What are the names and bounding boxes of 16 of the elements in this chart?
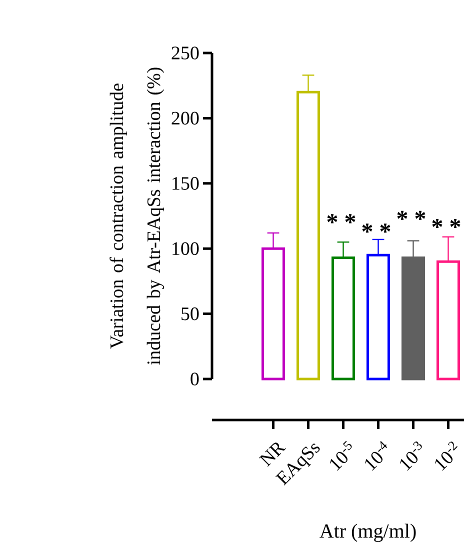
y-tick-label: 250 — [172, 46, 199, 60]
y-axis-title: Variation of contraction amplitude induced by Atr-EAqSs interaction (%) — [110, 68, 164, 365]
annotation: * * — [432, 218, 460, 228]
annotation: * * — [397, 210, 426, 220]
y-tick-label: 50 — [182, 307, 199, 320]
y-tick-label: 150 — [172, 177, 199, 190]
x-tick-label: 10$^{-3}$ — [400, 442, 422, 471]
x-tick-label: 10$^{-4}$ — [365, 441, 388, 471]
x-tick-label: 10$^{-5}$ — [330, 440, 352, 471]
x-tick-label: 10$^{-2}$ — [435, 442, 458, 471]
y-tick-label: 200 — [172, 112, 199, 125]
y-tick-label: 100 — [172, 242, 199, 256]
annotation: * * — [362, 224, 390, 233]
annotation: * * — [327, 214, 356, 224]
y-tick-label: 0 — [190, 372, 199, 386]
x-axis-title: Atr (mg/ml) — [320, 524, 416, 542]
